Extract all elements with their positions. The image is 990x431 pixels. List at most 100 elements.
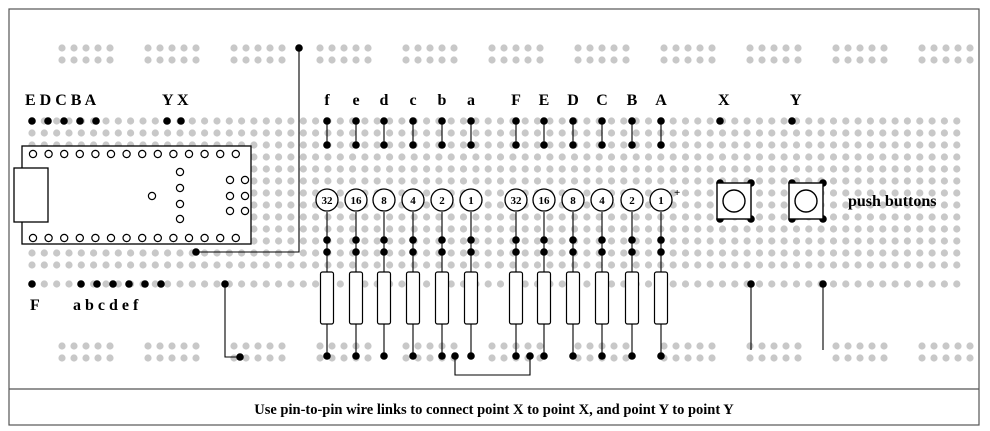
hole: [770, 56, 778, 64]
hole: [570, 225, 579, 233]
hole: [546, 129, 554, 137]
hole: [672, 342, 680, 350]
hole: [299, 153, 307, 161]
hole: [472, 177, 480, 185]
pin: [526, 352, 534, 360]
mcu-pin-hole: [215, 233, 225, 243]
hole: [681, 213, 690, 221]
hole: [694, 237, 702, 245]
led: 8: [561, 188, 585, 212]
hole: [632, 177, 640, 185]
hole: [595, 153, 603, 161]
hole: [794, 354, 802, 362]
hole: [891, 249, 899, 257]
mcu-pin-hole: [184, 149, 194, 159]
hole: [829, 237, 838, 245]
hole: [928, 280, 936, 288]
pin: [598, 248, 606, 256]
hole: [450, 44, 458, 52]
hole: [632, 165, 640, 173]
pin: [438, 236, 446, 244]
hole: [102, 249, 110, 257]
led-column-label: e: [352, 92, 359, 109]
hole: [435, 165, 443, 173]
mcu-pin-hole: [147, 191, 157, 201]
hole: [743, 141, 751, 149]
mcu-pin-hole: [240, 175, 250, 185]
led-body: [430, 188, 454, 212]
pin: [438, 352, 446, 360]
hole: [598, 56, 606, 64]
hole: [410, 261, 418, 269]
hole: [398, 249, 406, 257]
hole: [324, 177, 332, 185]
pin: [512, 236, 520, 244]
hole: [496, 117, 505, 125]
hole: [349, 177, 357, 185]
hole: [743, 165, 751, 173]
hole: [192, 342, 200, 350]
hole: [180, 56, 188, 64]
hole: [40, 261, 48, 269]
mcu-pin-hole: [91, 233, 100, 243]
hole: [755, 213, 764, 221]
hole: [558, 153, 566, 161]
hole: [398, 237, 406, 245]
hole: [817, 249, 825, 257]
hole: [916, 249, 924, 257]
hole: [595, 213, 603, 221]
hole: [595, 129, 603, 137]
hole: [242, 354, 250, 362]
hole: [610, 56, 618, 64]
hole: [77, 261, 85, 269]
hole: [794, 44, 802, 52]
hole: [918, 56, 926, 64]
hole: [250, 237, 258, 245]
hole: [829, 141, 838, 149]
hole: [423, 280, 431, 288]
resistors: [319, 271, 669, 325]
hole: [953, 237, 961, 245]
hole: [879, 280, 887, 288]
hole: [254, 44, 262, 52]
hole: [316, 342, 324, 350]
hole: [364, 56, 372, 64]
pin: [177, 117, 185, 125]
hole: [484, 280, 492, 288]
hole: [472, 165, 480, 173]
led-column-label: F: [511, 92, 521, 109]
hole: [349, 153, 357, 161]
hole: [312, 280, 320, 288]
hole: [287, 213, 295, 221]
hole: [70, 44, 78, 52]
hole: [669, 153, 677, 161]
controller-pin-f-label: F: [30, 297, 40, 314]
pin: [295, 44, 303, 52]
hole: [942, 44, 950, 52]
hole: [706, 129, 714, 137]
hole: [114, 129, 122, 137]
mcu-pin-hole: [200, 233, 209, 243]
hole: [533, 261, 542, 269]
hole: [546, 177, 554, 185]
hole: [891, 153, 899, 161]
hole: [488, 342, 496, 350]
hole: [928, 225, 936, 233]
hole: [336, 153, 344, 161]
hole: [262, 153, 270, 161]
hole: [484, 141, 492, 149]
hole: [681, 225, 690, 233]
hole: [524, 44, 532, 52]
hole: [373, 261, 381, 269]
hole: [316, 44, 324, 52]
hole: [500, 44, 508, 52]
hole: [423, 261, 431, 269]
led-column-label: D: [567, 92, 579, 109]
hole: [866, 165, 875, 173]
hole: [891, 177, 899, 185]
hole: [620, 225, 628, 233]
hole: [644, 117, 653, 125]
hole: [622, 342, 630, 350]
mcu-pin-hole: [225, 206, 235, 216]
hole: [336, 237, 344, 245]
